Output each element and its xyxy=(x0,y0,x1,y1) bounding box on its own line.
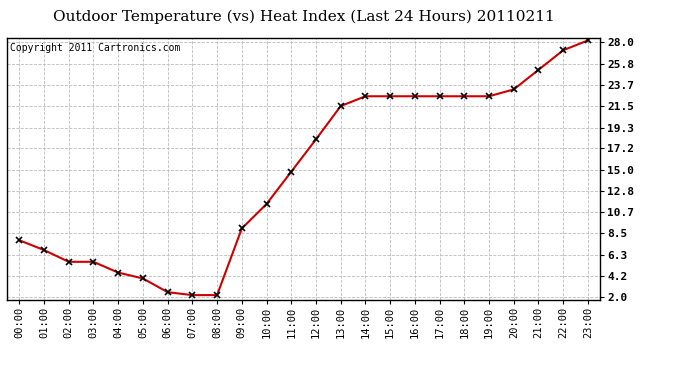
Text: Outdoor Temperature (vs) Heat Index (Last 24 Hours) 20110211: Outdoor Temperature (vs) Heat Index (Las… xyxy=(52,9,555,24)
Text: Copyright 2011 Cartronics.com: Copyright 2011 Cartronics.com xyxy=(10,43,180,53)
